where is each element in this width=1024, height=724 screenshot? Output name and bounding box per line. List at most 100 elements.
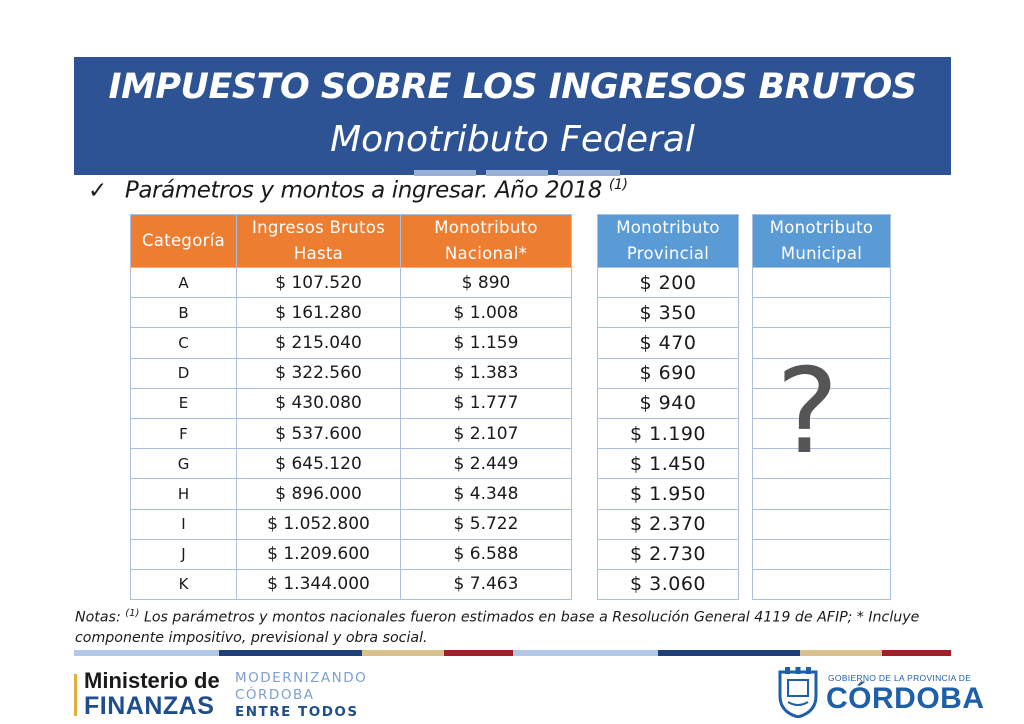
cell-nacional: $ 4.348 (400, 478, 572, 510)
table-row (752, 478, 891, 510)
logo-mod-line2: CÓRDOBA (235, 687, 315, 703)
footer-bar-segment (882, 650, 951, 656)
cell-provincial: $ 1.950 (597, 478, 739, 510)
table-row (752, 448, 891, 480)
logo-cba-line2: CÓRDOBA (826, 682, 985, 715)
cell-categoria: G (130, 448, 237, 480)
notes-sup: (1) (125, 608, 140, 619)
cell-categoria: B (130, 297, 237, 329)
coat-of-arms-icon (778, 667, 818, 718)
national-table: Categoría Ingresos Brutos Hasta Monotrib… (130, 214, 572, 601)
header-monotributo-provincial: Monotributo Provincial (597, 214, 739, 268)
cell-municipal-empty (752, 538, 891, 570)
cell-municipal-empty (752, 297, 891, 329)
cell-nacional: $ 5.722 (400, 508, 572, 540)
cell-categoria: H (130, 478, 237, 510)
title-banner: IMPUESTO SOBRE LOS INGRESOS BRUTOS Monot… (74, 57, 951, 175)
cell-municipal-empty (752, 478, 891, 510)
page-title: IMPUESTO SOBRE LOS INGRESOS BRUTOS (108, 67, 917, 107)
table-row: $ 470 (597, 327, 739, 359)
footer-bar-segment (361, 650, 444, 656)
cell-provincial: $ 470 (597, 327, 739, 359)
table-row: $ 350 (597, 297, 739, 329)
unknown-question-mark: ? (776, 342, 839, 480)
page-subtitle: Monotributo Federal (330, 119, 695, 160)
modernizando-cordoba-logo: MODERNIZANDO CÓRDOBA ENTRE TODOS (235, 670, 367, 721)
cell-provincial: $ 2.730 (597, 538, 739, 570)
cell-nacional: $ 2.107 (400, 417, 572, 450)
table-row (752, 266, 891, 299)
logo-mod-line1: MODERNIZANDO (235, 670, 368, 686)
notes-text: Los parámetros y montos nacionales fuero… (75, 609, 920, 646)
cell-ingresos: $ 1.209.600 (236, 538, 401, 570)
cell-categoria: F (130, 417, 237, 450)
municipal-table: Monotributo Municipal (752, 214, 891, 601)
header-monotributo-nacional: Monotributo Nacional* (400, 214, 572, 268)
section-heading-text: Parámetros y montos a ingresar. Año 2018 (124, 177, 603, 204)
logo-mod-line3: ENTRE TODOS (235, 704, 359, 720)
table-row: G $ 645.120 $ 2.449 (130, 448, 572, 480)
table-row: $ 690 (597, 357, 739, 389)
table-row: $ 200 (597, 266, 739, 299)
cell-categoria: D (130, 357, 237, 389)
gobierno-cordoba-logo: GOBIERNO DE LA PROVINCIA DE CÓRDOBA (776, 666, 984, 720)
footer-bar-segment (800, 650, 883, 656)
cell-ingresos: $ 161.280 (236, 297, 401, 329)
cell-ingresos: $ 896.000 (236, 478, 401, 510)
cell-municipal-empty (752, 508, 891, 540)
table-row (752, 297, 891, 329)
header-monotributo-municipal: Monotributo Municipal (752, 214, 891, 268)
cell-ingresos: $ 215.040 (236, 327, 401, 359)
cell-provincial: $ 690 (597, 357, 739, 389)
cell-provincial: $ 350 (597, 297, 739, 329)
footer-bar-segment (512, 650, 658, 656)
table-row: $ 1.950 (597, 478, 739, 510)
logo-finanzas-line2: FINANZAS (84, 692, 215, 720)
header-categoria: Categoría (130, 214, 237, 268)
cell-provincial: $ 3.060 (597, 568, 739, 601)
table-row: F $ 537.600 $ 2.107 (130, 417, 572, 450)
cell-categoria: C (130, 327, 237, 359)
table-row: J $ 1.209.600 $ 6.588 (130, 538, 572, 570)
cell-nacional: $ 890 (400, 266, 572, 299)
cell-provincial: $ 940 (597, 387, 739, 419)
cell-categoria: A (130, 266, 237, 299)
cell-ingresos: $ 645.120 (236, 448, 401, 480)
cell-municipal-empty (752, 266, 891, 299)
table-row (752, 568, 891, 601)
table-row: H $ 896.000 $ 4.348 (130, 478, 572, 510)
cell-ingresos: $ 322.560 (236, 357, 401, 389)
cell-municipal-empty (752, 568, 891, 601)
cell-ingresos: $ 107.520 (236, 266, 401, 299)
cell-ingresos: $ 430.080 (236, 387, 401, 419)
footer-bar-segment (443, 650, 513, 656)
cell-ingresos: $ 1.052.800 (236, 508, 401, 540)
footnote: Notas: (1) Los parámetros y montos nacio… (75, 604, 955, 648)
table-row: $ 2.730 (597, 538, 739, 570)
cell-ingresos: $ 1.344.000 (236, 568, 401, 601)
cell-nacional: $ 7.463 (400, 568, 572, 601)
provincial-table: Monotributo Provincial $ 200 $ 350 $ 470 $ … (597, 214, 739, 601)
table-row: $ 3.060 (597, 568, 739, 601)
table-row: C $ 215.040 $ 1.159 (130, 327, 572, 359)
cell-nacional: $ 1.159 (400, 327, 572, 359)
cell-nacional: $ 1.383 (400, 357, 572, 389)
cell-categoria: E (130, 387, 237, 419)
notes-prefix: Notas: (75, 609, 121, 626)
cell-nacional: $ 1.008 (400, 297, 572, 329)
section-heading: ✓ Parámetros y montos a ingresar. Año 201… (88, 177, 628, 204)
cell-provincial: $ 200 (597, 266, 739, 299)
cell-provincial: $ 1.190 (597, 417, 739, 450)
header-ingresos-brutos: Ingresos Brutos Hasta (236, 214, 401, 268)
table-row: $ 2.370 (597, 508, 739, 540)
table-row: $ 940 (597, 387, 739, 419)
cell-categoria: J (130, 538, 237, 570)
table-row: A $ 107.520 $ 890 (130, 266, 572, 299)
logo-finanzas-line1: Ministerio de (84, 668, 220, 693)
logo-cba-line1: GOBIERNO DE LA PROVINCIA DE (828, 673, 972, 683)
table-row: $ 1.450 (597, 448, 739, 480)
cell-provincial: $ 2.370 (597, 508, 739, 540)
cell-provincial: $ 1.450 (597, 448, 739, 480)
header-decoration (414, 170, 620, 176)
footnote-ref: (1) (608, 177, 628, 193)
